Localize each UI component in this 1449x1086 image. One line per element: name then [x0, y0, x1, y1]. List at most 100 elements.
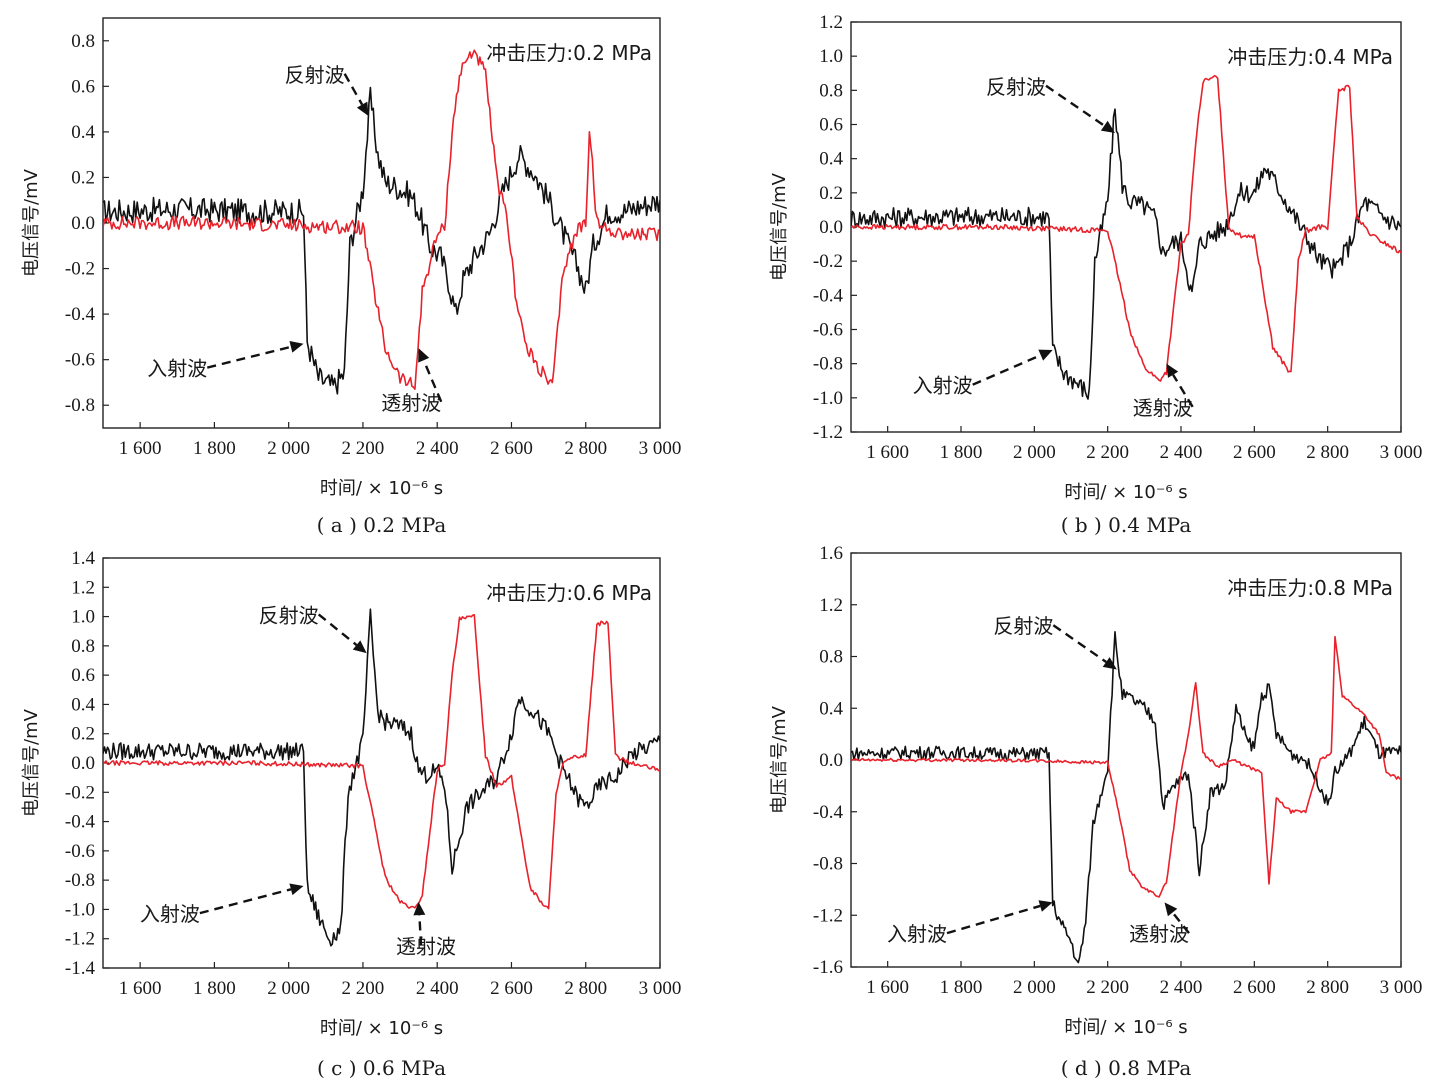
- y-tick-label: 0.4: [71, 694, 95, 715]
- x-tick-label: 1 800: [193, 978, 236, 999]
- y-tick-label: 1.0: [71, 607, 95, 628]
- pressure-label: 冲击压力:0.8 MPa: [1227, 576, 1393, 600]
- y-tick-label: -0.8: [65, 870, 95, 891]
- annotation-arrowhead: [1102, 657, 1117, 670]
- annotation-label: 入射波: [913, 374, 973, 398]
- x-tick-label: 2 200: [1086, 442, 1129, 463]
- x-axis-label: 时间/ × 10⁻⁶ s: [320, 1018, 443, 1039]
- pressure-label: 冲击压力:0.2 MPa: [486, 41, 652, 65]
- y-tick-label: -0.6: [65, 841, 95, 862]
- chart-caption: ( c ) 0.6 MPa: [317, 1056, 446, 1080]
- chart-svg-d: 1 600 1 800 2 000 2 200 2 400 2 600 2 800 3 000…: [769, 543, 1422, 1080]
- chart-svg-b: 1 600 1 800 2 000 2 200 2 400 2 600 2 800 3 000…: [769, 12, 1423, 537]
- chart-caption: ( d ) 0.8 MPa: [1061, 1056, 1192, 1080]
- y-tick-label: 0.0: [71, 213, 95, 234]
- annotation-arrow: [946, 904, 1041, 935]
- annotation-arrowhead: [1100, 120, 1115, 134]
- chart-svg-c: 1 600 1 800 2 000 2 200 2 400 2 600 2 800 3 000…: [21, 548, 682, 1080]
- annotation-arrowhead: [1166, 363, 1179, 378]
- x-tick-label: 1 600: [119, 978, 162, 999]
- x-tick-label: 2 800: [564, 978, 607, 999]
- annotation-arrowhead: [289, 341, 304, 353]
- annotation-label: 透射波: [396, 934, 456, 958]
- x-tick-label: 1 600: [119, 438, 162, 459]
- y-tick-label: 0.6: [71, 76, 95, 97]
- y-tick-label: 1.0: [819, 46, 843, 67]
- x-tick-label: 2 800: [1306, 442, 1349, 463]
- annotation-label: 入射波: [147, 357, 207, 381]
- annotation-arrowhead: [1038, 900, 1053, 912]
- x-tick-label: 1 800: [940, 977, 983, 998]
- annotation-label: 反射波: [993, 614, 1053, 638]
- chart-panel-a: 1 600 1 800 2 000 2 200 2 400 2 600 2 800 3 000…: [0, 0, 724, 543]
- series-line-black: [103, 86, 660, 395]
- chart-caption: ( a ) 0.2 MPa: [317, 513, 447, 537]
- y-tick-label: 0.0: [71, 753, 95, 774]
- x-tick-label: 2 200: [342, 978, 385, 999]
- x-tick-label: 2 600: [490, 978, 533, 999]
- annotation-arrow: [972, 354, 1042, 386]
- y-tick-label: 1.2: [819, 595, 843, 616]
- y-tick-label: 0.6: [819, 115, 843, 136]
- x-axis-label: 时间/ × 10⁻⁶ s: [1064, 482, 1187, 503]
- annotation-arrow: [1172, 374, 1194, 408]
- y-tick-label: -1.0: [813, 388, 843, 409]
- annotation-arrow: [343, 73, 364, 106]
- y-tick-label: -0.4: [65, 812, 96, 833]
- x-tick-label: 2 000: [1013, 442, 1056, 463]
- annotation-arrow: [206, 345, 292, 369]
- y-axis-label: 电压信号/mV: [769, 172, 790, 281]
- pressure-label: 冲击压力:0.4 MPa: [1227, 45, 1393, 69]
- y-tick-label: 0.6: [71, 665, 95, 686]
- y-tick-label: -0.4: [65, 304, 96, 325]
- series-line-black: [851, 108, 1401, 400]
- x-tick-label: 1 600: [866, 977, 909, 998]
- series-line-red: [851, 635, 1401, 898]
- annotation-label: 透射波: [1133, 396, 1193, 420]
- x-tick-label: 2 400: [416, 438, 459, 459]
- x-tick-label: 2 400: [416, 978, 459, 999]
- x-tick-label: 2 400: [1160, 977, 1203, 998]
- y-tick-label: -1.2: [65, 929, 95, 950]
- chart-panel-d: 1 600 1 800 2 000 2 200 2 400 2 600 2 800 3 000…: [724, 543, 1449, 1086]
- y-tick-label: 0.0: [819, 217, 843, 238]
- annotation-arrowhead: [1164, 902, 1178, 917]
- y-tick-label: -1.4: [65, 958, 96, 979]
- x-tick-label: 3 000: [639, 978, 682, 999]
- y-tick-label: 0.8: [71, 31, 95, 52]
- y-tick-label: -0.6: [813, 320, 843, 341]
- y-tick-label: -0.2: [65, 259, 95, 280]
- x-tick-label: 3 000: [639, 438, 682, 459]
- y-tick-label: -1.0: [65, 899, 95, 920]
- x-tick-label: 2 000: [267, 978, 310, 999]
- x-tick-label: 1 800: [193, 438, 236, 459]
- x-tick-label: 2 600: [1233, 442, 1276, 463]
- chart-caption: ( b ) 0.4 MPa: [1061, 513, 1192, 537]
- y-tick-label: -0.8: [65, 395, 95, 416]
- annotation-arrow: [199, 888, 292, 915]
- annotation-label: 反射波: [259, 603, 319, 627]
- y-axis-label: 电压信号/mV: [21, 708, 42, 817]
- annotation-arrowhead: [352, 640, 367, 654]
- annotation-arrow: [422, 359, 443, 403]
- annotation-arrow: [1052, 624, 1107, 663]
- x-tick-label: 2 000: [267, 438, 310, 459]
- x-tick-label: 2 200: [1086, 977, 1129, 998]
- y-tick-label: -0.6: [65, 350, 95, 371]
- annotation-label: 反射波: [986, 75, 1046, 99]
- y-tick-label: -0.8: [813, 854, 843, 875]
- y-tick-label: 0.2: [819, 183, 843, 204]
- annotation-label: 入射波: [887, 922, 947, 946]
- chart-panel-c: 1 600 1 800 2 000 2 200 2 400 2 600 2 800 3 000…: [0, 543, 724, 1086]
- x-tick-label: 2 600: [490, 438, 533, 459]
- annotation-arrow: [1045, 84, 1105, 127]
- chart-panel-b: 1 600 1 800 2 000 2 200 2 400 2 600 2 800 3 000…: [724, 0, 1449, 543]
- x-axis-label: 时间/ × 10⁻⁶ s: [320, 478, 443, 499]
- y-tick-label: 1.2: [819, 12, 843, 33]
- y-tick-label: -0.4: [813, 802, 844, 823]
- y-tick-label: 0.8: [71, 636, 95, 657]
- y-tick-label: 0.4: [71, 122, 95, 143]
- y-tick-label: -0.2: [65, 782, 95, 803]
- annotation-arrowhead: [356, 101, 369, 116]
- x-tick-label: 3 000: [1380, 442, 1423, 463]
